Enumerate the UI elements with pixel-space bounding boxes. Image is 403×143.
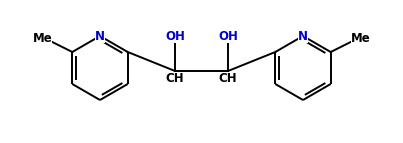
- Text: N: N: [298, 29, 308, 42]
- Text: N: N: [95, 29, 105, 42]
- Text: CH: CH: [166, 72, 184, 85]
- Text: Me: Me: [351, 32, 371, 45]
- Text: Me: Me: [32, 32, 52, 45]
- Text: OH: OH: [165, 29, 185, 42]
- Text: OH: OH: [218, 29, 238, 42]
- Text: CH: CH: [219, 72, 237, 85]
